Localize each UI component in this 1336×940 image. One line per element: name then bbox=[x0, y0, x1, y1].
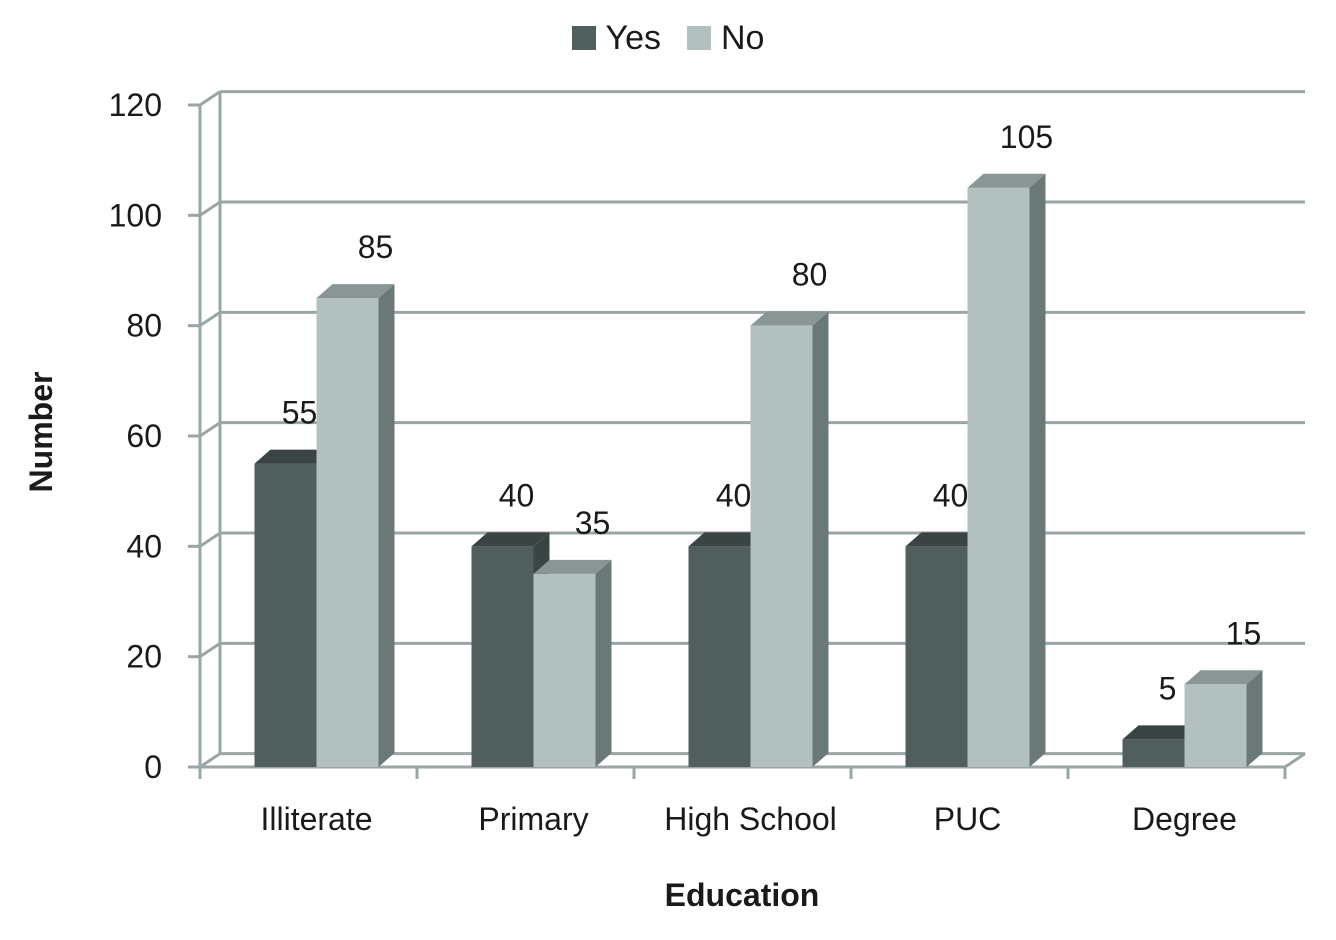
bar-top bbox=[533, 559, 612, 574]
y-tick-label: 80 bbox=[126, 308, 162, 344]
y-tick-label: 60 bbox=[126, 418, 162, 454]
bar-side bbox=[1029, 173, 1046, 767]
y-tick-label: 100 bbox=[109, 197, 162, 233]
bar-side bbox=[812, 311, 829, 767]
legend-label-no: No bbox=[721, 18, 765, 57]
bar-top bbox=[254, 449, 333, 464]
data-label-no-high-school: 80 bbox=[792, 257, 828, 293]
y-tick-label: 0 bbox=[144, 749, 162, 785]
bar-front bbox=[905, 546, 968, 767]
legend-item-yes: Yes bbox=[571, 18, 661, 58]
bar-no-illiterate bbox=[316, 284, 395, 767]
bar-top bbox=[905, 532, 984, 547]
x-tick-label-degree: Degree bbox=[1132, 801, 1237, 837]
data-labels: 55 85 40 35 40 80 40 105 5 15 bbox=[282, 119, 1262, 707]
x-tick-labels: Illiterate Primary High School PUC Degree bbox=[260, 801, 1237, 837]
bar-front bbox=[533, 573, 596, 767]
bar-side bbox=[378, 284, 395, 767]
bar-top bbox=[1184, 670, 1263, 685]
bar-front bbox=[1122, 739, 1185, 767]
wall-gridline bbox=[199, 90, 221, 107]
wall-gridline bbox=[199, 642, 221, 658]
bar-front bbox=[316, 298, 379, 767]
bar-top bbox=[967, 173, 1046, 188]
x-tick-label-high-school: High School bbox=[664, 801, 837, 837]
bars bbox=[254, 173, 1263, 767]
bar-front bbox=[750, 325, 813, 767]
bar-front bbox=[1184, 684, 1247, 767]
wall-gridline bbox=[199, 311, 221, 327]
bar-front bbox=[688, 546, 751, 767]
bar-top bbox=[316, 284, 395, 299]
bar-front bbox=[967, 187, 1030, 767]
y-tick-label: 20 bbox=[126, 639, 162, 675]
wall-gridline bbox=[199, 200, 221, 217]
legend-label-yes: Yes bbox=[605, 18, 661, 57]
bar-top bbox=[688, 532, 767, 547]
wall-gridline bbox=[199, 421, 221, 438]
legend-swatch-no bbox=[687, 26, 711, 50]
wall-gridline bbox=[199, 531, 221, 548]
x-tick-label-puc: PUC bbox=[934, 801, 1002, 837]
x-tick-label-illiterate: Illiterate bbox=[260, 801, 372, 837]
y-tick-label: 120 bbox=[109, 87, 162, 123]
bar-front bbox=[254, 463, 317, 767]
wall-gridline bbox=[199, 752, 221, 769]
data-label-yes-primary: 40 bbox=[499, 477, 535, 513]
data-label-no-primary: 35 bbox=[575, 505, 611, 541]
bar-no-puc bbox=[967, 173, 1046, 767]
bar-no-degree bbox=[1184, 670, 1263, 767]
data-label-no-puc: 105 bbox=[1000, 119, 1053, 155]
bar-top bbox=[471, 532, 550, 547]
bar-side bbox=[1246, 670, 1263, 767]
y-tick-labels: 0 20 40 60 80 100 120 bbox=[109, 87, 162, 785]
floor-edge bbox=[1284, 752, 1306, 769]
bar-top bbox=[1122, 725, 1201, 740]
y-axis-title: Number bbox=[23, 372, 59, 493]
legend-item-no: No bbox=[687, 19, 764, 58]
bar-yes-illiterate bbox=[254, 449, 333, 767]
data-label-yes-degree: 5 bbox=[1159, 670, 1177, 706]
bar-front bbox=[471, 546, 534, 767]
data-label-yes-illiterate: 55 bbox=[282, 395, 318, 431]
bar-top bbox=[750, 311, 829, 326]
y-tick-label: 40 bbox=[126, 528, 162, 564]
legend: Yes No bbox=[0, 18, 1336, 58]
bar-no-high-school bbox=[750, 311, 829, 767]
data-label-yes-high-school: 40 bbox=[716, 477, 752, 513]
legend-swatch-yes bbox=[571, 26, 596, 50]
data-label-no-degree: 15 bbox=[1226, 615, 1262, 651]
bar-no-primary bbox=[533, 559, 612, 767]
x-axis-title: Education bbox=[665, 877, 820, 913]
bar-side bbox=[595, 559, 612, 767]
data-label-no-illiterate: 85 bbox=[358, 229, 394, 265]
data-label-yes-puc: 40 bbox=[933, 477, 969, 513]
x-tick-label-primary: Primary bbox=[478, 801, 588, 837]
